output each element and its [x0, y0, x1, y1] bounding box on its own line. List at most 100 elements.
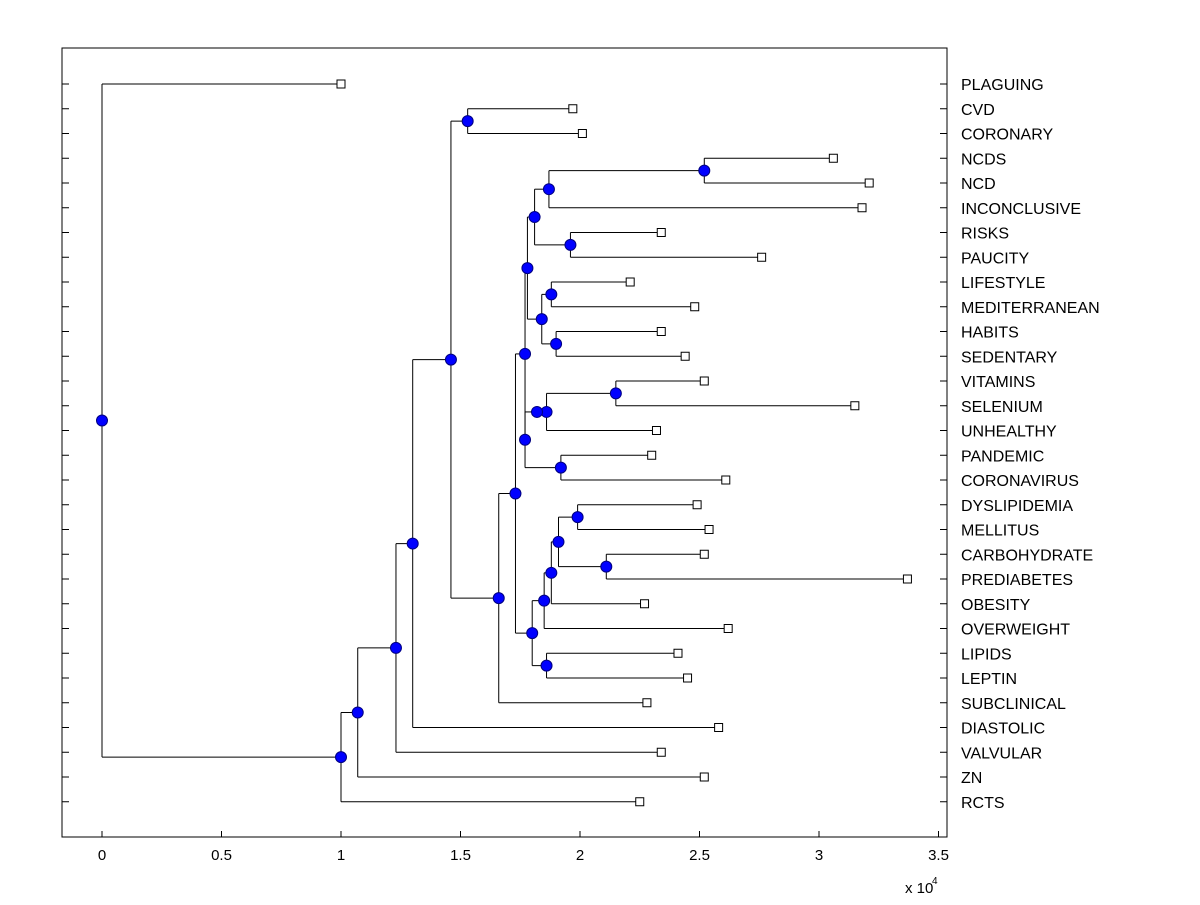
- leaf-label: HABITS: [961, 325, 1019, 342]
- leaf-marker: [625, 277, 635, 287]
- leaf-marker: [721, 475, 731, 485]
- node-marker: [406, 537, 419, 550]
- leaf-label: PANDEMIC: [961, 448, 1044, 465]
- leaf-label: DIASTOLIC: [961, 721, 1045, 738]
- leaf-label: MEDITERRANEAN: [961, 300, 1100, 317]
- leaf-label: CORONARY: [961, 127, 1053, 144]
- node-marker: [461, 115, 474, 128]
- leaf-marker: [568, 104, 578, 114]
- node-marker: [492, 592, 505, 605]
- leaf-marker: [647, 450, 657, 460]
- leaf-marker: [714, 723, 724, 732]
- leaf-marker: [850, 401, 860, 411]
- leaf-marker: [336, 79, 346, 89]
- leaf-label: SUBCLINICAL: [961, 696, 1066, 713]
- leaf-marker: [723, 624, 733, 633]
- x-tick-label: 3: [815, 847, 823, 864]
- node-marker: [509, 487, 522, 500]
- leaf-label: PAUCITY: [961, 250, 1029, 267]
- leaf-label: OVERWEIGHT: [961, 622, 1070, 639]
- leaf-label: RCTS: [961, 795, 1005, 812]
- x-scale-exponent: 4: [932, 876, 938, 887]
- leaf-marker: [690, 302, 700, 312]
- node-marker: [698, 164, 711, 177]
- node-marker: [571, 511, 584, 524]
- leaf-marker: [635, 797, 645, 807]
- leaf-label: NCDS: [961, 151, 1006, 168]
- leaf-label: INCONCLUSIVE: [961, 201, 1081, 218]
- node-marker: [542, 183, 555, 196]
- x-tick-label: 0: [98, 847, 106, 864]
- node-marker: [528, 211, 541, 224]
- leaf-marker: [692, 500, 702, 510]
- x-tick-label: 3.5: [928, 847, 949, 864]
- x-tick-label: 1.5: [450, 847, 471, 864]
- leaf-marker: [642, 698, 652, 708]
- leaf-label: SELENIUM: [961, 399, 1043, 416]
- leaf-marker: [902, 574, 912, 584]
- node-marker: [552, 535, 565, 548]
- leaf-label: ZN: [961, 770, 982, 787]
- leaf-marker: [656, 327, 666, 336]
- leaf-marker: [699, 549, 709, 559]
- node-marker: [521, 262, 534, 275]
- node-marker: [540, 659, 553, 672]
- leaf-marker: [640, 599, 650, 609]
- x-scale-label: x 10: [905, 880, 933, 897]
- leaf-marker: [680, 351, 690, 361]
- leaf-label: UNHEALTHY: [961, 424, 1057, 441]
- leaf-marker: [577, 129, 587, 138]
- leaf-label: VITAMINS: [961, 374, 1035, 391]
- node-marker: [526, 627, 539, 640]
- leaf-marker: [651, 426, 661, 435]
- x-tick-label: 0.5: [211, 847, 232, 864]
- node-marker: [609, 387, 622, 400]
- leaf-label: CORONAVIRUS: [961, 473, 1079, 490]
- leaf-marker: [699, 772, 709, 782]
- node-marker: [545, 288, 558, 301]
- ticks-layer: 0 0.5 1 1.5 2 2.5 3 3.5: [62, 83, 949, 864]
- node-marker: [535, 313, 548, 326]
- leaf-label: PLAGUING: [961, 77, 1044, 94]
- x-tick-label: 1: [337, 847, 345, 864]
- links-layer: [101, 83, 908, 803]
- x-tick-label: 2.5: [689, 847, 710, 864]
- leaf-label: CARBOHYDRATE: [961, 547, 1093, 564]
- leaf-label: SEDENTARY: [961, 349, 1058, 366]
- node-marker: [564, 238, 577, 251]
- leaf-marker: [656, 747, 666, 757]
- markers-layer: [96, 79, 912, 807]
- node-marker: [550, 337, 563, 350]
- leaf-label: PREDIABETES: [961, 572, 1073, 589]
- leaf-label: DYSLIPIDEMIA: [961, 498, 1073, 515]
- plot-frame: [61, 47, 948, 838]
- node-marker: [351, 706, 364, 719]
- node-marker: [519, 433, 532, 446]
- leaf-label: LEPTIN: [961, 671, 1017, 688]
- leaf-label: VALVULAR: [961, 745, 1042, 762]
- leaf-marker: [828, 153, 838, 163]
- x-tick-label: 2: [576, 847, 584, 864]
- leaf-label: LIFESTYLE: [961, 275, 1045, 292]
- node-marker: [444, 353, 457, 366]
- leaf-marker: [757, 252, 767, 262]
- leaf-marker: [699, 376, 709, 386]
- node-marker: [519, 347, 532, 360]
- node-marker: [545, 566, 558, 579]
- node-marker: [389, 641, 402, 654]
- leaf-label: OBESITY: [961, 597, 1031, 614]
- node-marker: [530, 405, 543, 418]
- leaf-label: NCD: [961, 176, 996, 193]
- leaf-labels-layer: PLAGUING CVD CORONARY NCDS NCD INCONCLUSIVE RI…: [961, 77, 1100, 812]
- leaf-marker: [673, 648, 683, 658]
- leaf-label: MELLITUS: [961, 523, 1039, 540]
- leaf-marker: [683, 673, 693, 683]
- leaf-marker: [704, 525, 714, 534]
- node-marker: [600, 560, 613, 573]
- leaf-marker: [656, 228, 666, 237]
- node-marker: [554, 461, 567, 474]
- node-marker: [538, 594, 551, 607]
- leaf-marker: [864, 178, 874, 188]
